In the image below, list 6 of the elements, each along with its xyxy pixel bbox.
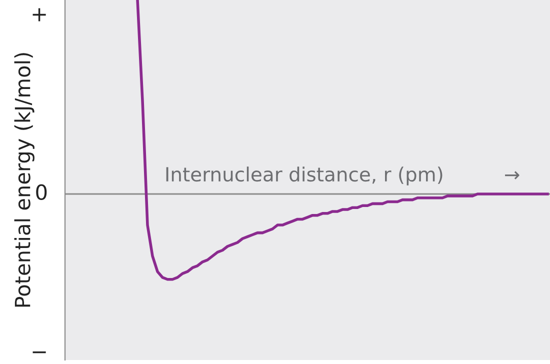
text: 0 (36, 184, 47, 200)
annotation: → (505, 171, 520, 180)
text: − (32, 351, 46, 354)
x-axis-title: Internuclear distance, r (pm) (166, 166, 442, 186)
y-axis-title: Potential energy (kJ/mol) (14, 53, 34, 307)
text: + (32, 8, 46, 22)
